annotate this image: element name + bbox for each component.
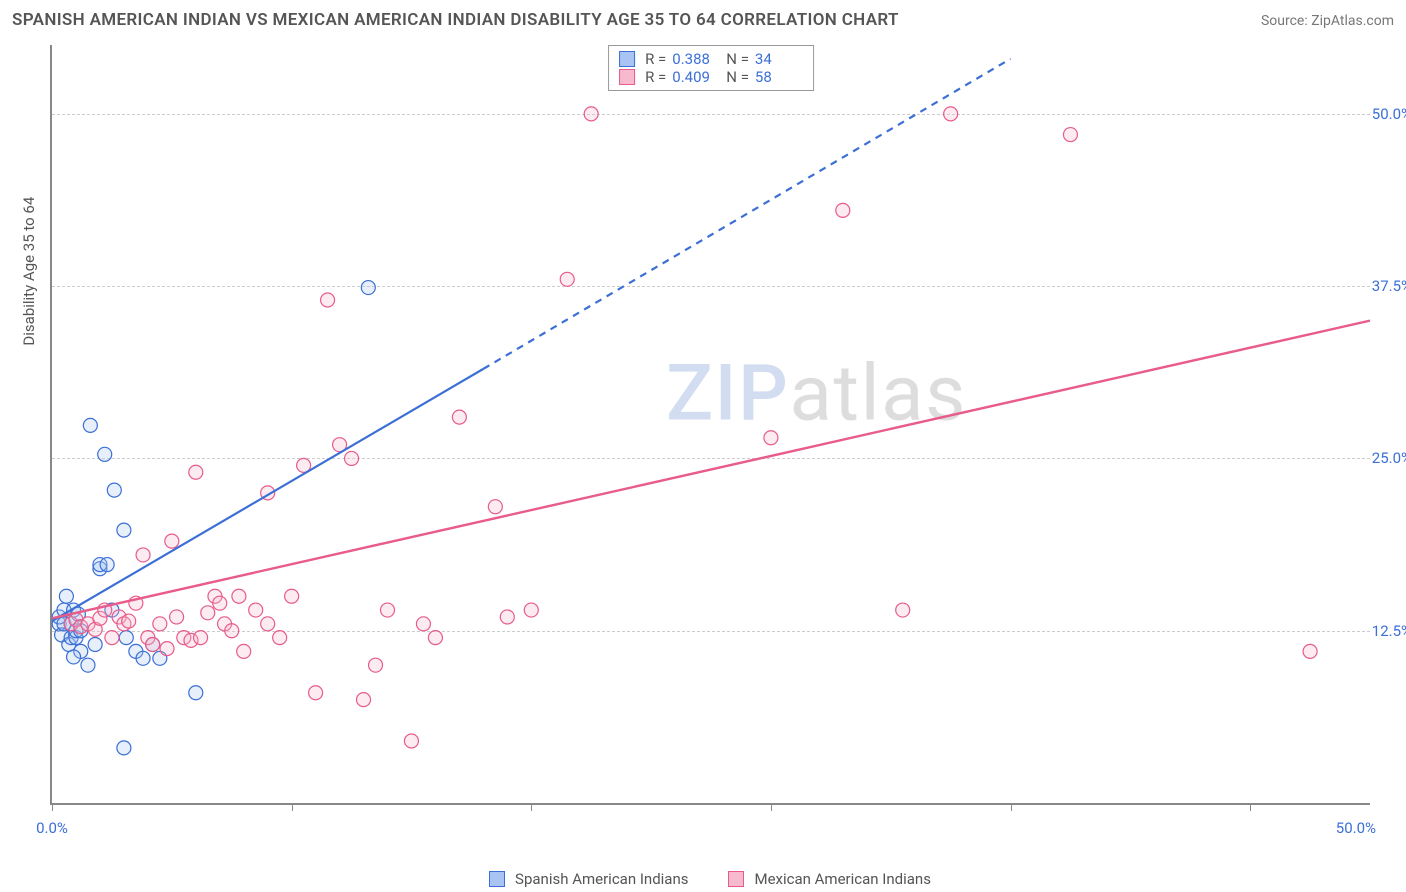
data-point — [98, 447, 112, 461]
n-value: 58 — [755, 68, 803, 86]
header: SPANISH AMERICAN INDIAN VS MEXICAN AMERI… — [12, 10, 1394, 30]
data-point — [560, 272, 574, 286]
data-point — [452, 410, 466, 424]
legend-bottom: Spanish American Indians Mexican America… — [50, 870, 1370, 888]
data-point — [261, 617, 275, 631]
data-point — [201, 606, 215, 620]
data-point — [136, 651, 150, 665]
r-label: R = — [645, 50, 666, 68]
data-point — [357, 693, 371, 707]
data-point — [165, 534, 179, 548]
data-point — [107, 483, 121, 497]
trend-line-dashed — [483, 59, 1010, 369]
x-axis-max-label: 50.0% — [1336, 819, 1376, 837]
data-point — [160, 642, 174, 656]
data-point — [1303, 644, 1317, 658]
x-axis-min-label: 0.0% — [36, 819, 68, 837]
data-point — [416, 617, 430, 631]
n-value: 34 — [755, 50, 803, 68]
data-point — [122, 614, 136, 628]
legend-stats-row: R = 0.388 N = 34 — [619, 50, 803, 68]
data-point — [896, 603, 910, 617]
data-point — [153, 617, 167, 631]
data-point — [67, 650, 81, 664]
data-point — [361, 281, 375, 295]
data-point — [213, 596, 227, 610]
x-tick — [1011, 803, 1012, 811]
data-point — [404, 734, 418, 748]
data-point — [59, 589, 73, 603]
data-point — [100, 558, 114, 572]
data-point — [225, 624, 239, 638]
data-point — [285, 589, 299, 603]
data-point — [321, 293, 335, 307]
plot-area: ZIPatlas R = 0.388 N = 34 R = 0.409 N = … — [50, 45, 1370, 805]
data-point — [189, 465, 203, 479]
data-point — [488, 500, 502, 514]
data-point — [119, 631, 133, 645]
data-point — [117, 741, 131, 755]
legend-label: Mexican American Indians — [754, 870, 930, 888]
n-label: N = — [726, 68, 749, 86]
data-point — [380, 603, 394, 617]
data-point — [136, 548, 150, 562]
data-point — [105, 631, 119, 645]
x-tick — [531, 803, 532, 811]
chart-title: SPANISH AMERICAN INDIAN VS MEXICAN AMERI… — [12, 10, 899, 30]
data-point — [428, 631, 442, 645]
data-point — [836, 203, 850, 217]
data-point — [83, 418, 97, 432]
legend-item: Mexican American Indians — [728, 870, 930, 888]
r-label: R = — [645, 68, 666, 86]
data-point — [944, 107, 958, 121]
swatch-icon — [728, 871, 744, 887]
data-point — [237, 644, 251, 658]
data-point — [764, 431, 778, 445]
x-tick — [1250, 803, 1251, 811]
legend-item: Spanish American Indians — [489, 870, 688, 888]
x-tick — [292, 803, 293, 811]
y-axis-title: Disability Age 35 to 64 — [20, 197, 38, 346]
data-point — [500, 610, 514, 624]
data-point — [88, 638, 102, 652]
data-point — [194, 631, 208, 645]
data-point — [189, 686, 203, 700]
trend-line — [52, 321, 1370, 619]
data-point — [81, 658, 95, 672]
legend-stats-row: R = 0.409 N = 58 — [619, 68, 803, 86]
data-point — [249, 603, 263, 617]
x-tick — [771, 803, 772, 811]
data-point — [584, 107, 598, 121]
swatch-icon — [489, 871, 505, 887]
swatch-icon — [619, 69, 635, 85]
r-value: 0.409 — [672, 68, 720, 86]
x-tick — [52, 803, 53, 811]
data-point — [369, 658, 383, 672]
legend-label: Spanish American Indians — [515, 870, 688, 888]
swatch-icon — [619, 51, 635, 67]
source-label: Source: ZipAtlas.com — [1261, 13, 1394, 29]
data-point — [524, 603, 538, 617]
data-point — [146, 638, 160, 652]
data-point — [170, 610, 184, 624]
data-point — [117, 523, 131, 537]
data-point — [232, 589, 246, 603]
data-point — [1063, 128, 1077, 142]
data-point — [309, 686, 323, 700]
r-value: 0.388 — [672, 50, 720, 68]
plot-svg — [52, 45, 1370, 803]
legend-stats: R = 0.388 N = 34 R = 0.409 N = 58 — [608, 45, 814, 91]
data-point — [273, 631, 287, 645]
n-label: N = — [726, 50, 749, 68]
data-point — [345, 451, 359, 465]
